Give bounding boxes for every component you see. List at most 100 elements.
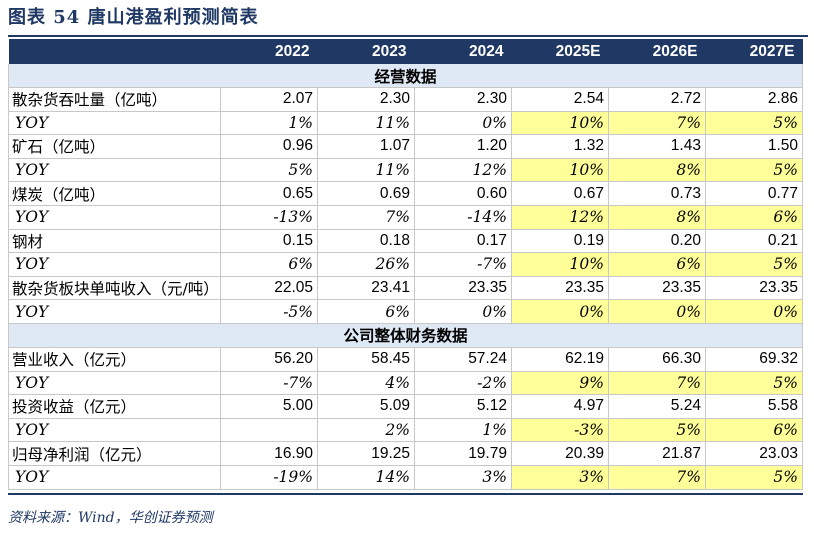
table-cell: 5% [704, 252, 804, 277]
table-row: 散杂货板块单吨收入（元/吨） 22.05 23.41 23.35 23.35 23.35 2… [7, 276, 804, 301]
table-cell: 7% [317, 205, 415, 230]
section-title: 经营数据 [8, 64, 803, 88]
table-cell: -7% [220, 371, 318, 396]
table-cell: 10% [510, 252, 609, 277]
table-cell: 5% [607, 418, 706, 443]
table-cell: 5.58 [704, 394, 804, 419]
table-row: 归母净利润（亿元） 16.90 19.25 19.79 20.39 21.87 23.03 [7, 441, 804, 466]
table-cell: 0% [510, 299, 609, 324]
table-cell: 57.24 [414, 347, 512, 372]
table-cell: 20.39 [510, 441, 609, 466]
table-cell: 0.19 [510, 229, 609, 254]
table-cell: 5.09 [317, 394, 415, 419]
row-label: 散杂货板块单吨收入（元/吨） [7, 276, 221, 301]
table-cell: 5.00 [220, 394, 318, 419]
table-cell: 5% [704, 371, 804, 396]
table-cell: 6% [704, 205, 804, 230]
table-cell [220, 418, 318, 443]
table-cell: 12% [510, 205, 609, 230]
table-body: 经营数据 散杂货吞吐量（亿吨） 2.07 2.30 2.30 2.54 2.72 2.86 YO… [7, 64, 804, 490]
table-cell: 0.18 [317, 229, 415, 254]
row-label: 矿石（亿吨） [7, 134, 221, 159]
row-label: YOY [7, 205, 221, 230]
row-label: 归母净利润（亿元） [7, 441, 221, 466]
yoy-row: YOY 6% 26% -7% 10% 6% 5% [7, 252, 804, 277]
table-cell: 2% [317, 418, 415, 443]
table-cell: 23.35 [510, 276, 609, 301]
table-cell: 9% [510, 371, 609, 396]
table-cell: 1.20 [414, 134, 512, 159]
row-label: YOY [7, 111, 221, 136]
table-cell: 1.32 [510, 134, 609, 159]
table-cell: 23.41 [317, 276, 415, 301]
table-cell: 0.73 [607, 181, 706, 206]
table-cell: 26% [317, 252, 415, 277]
table-cell: 12% [414, 158, 512, 183]
table-cell: 1% [220, 111, 318, 136]
title-divider [8, 35, 808, 37]
table-cell: -19% [220, 465, 318, 490]
table-cell: 0.96 [220, 134, 318, 159]
row-label: YOY [7, 371, 221, 396]
table-cell: 5.24 [607, 394, 706, 419]
table-cell: 3% [510, 465, 609, 490]
section-header-row: 公司整体财务数据 [8, 323, 803, 348]
row-label: YOY [7, 158, 221, 183]
column-header: 2025E [511, 39, 609, 64]
forecast-table: 2022 2023 2024 2025E 2026E 2027E 经营数据 散杂货… [7, 39, 804, 490]
section-title: 公司整体财务数据 [8, 323, 803, 348]
row-label: 散杂货吞吐量（亿吨） [7, 87, 221, 112]
table-row: 矿石（亿吨） 0.96 1.07 1.20 1.32 1.43 1.50 [7, 134, 804, 159]
table-cell: 58.45 [317, 347, 415, 372]
table-cell: 19.25 [317, 441, 415, 466]
column-header: 2022 [220, 39, 318, 64]
row-label: 钢材 [7, 229, 221, 254]
table-cell: 6% [704, 418, 804, 443]
table-cell: 66.30 [607, 347, 706, 372]
table-cell: 5% [704, 465, 804, 490]
table-cell: 0% [704, 299, 804, 324]
row-label: 煤炭（亿吨） [7, 181, 221, 206]
yoy-row: YOY -13% 7% -14% 12% 8% 6% [7, 205, 804, 230]
table-cell: 0.65 [220, 181, 318, 206]
table-row: 煤炭（亿吨） 0.65 0.69 0.60 0.67 0.73 0.77 [7, 181, 804, 206]
table-cell: 2.30 [317, 87, 415, 112]
table-cell: 62.19 [510, 347, 609, 372]
table-cell: 5% [704, 111, 804, 136]
table-cell: 10% [510, 158, 609, 183]
table-cell: 23.35 [607, 276, 706, 301]
table-cell: 0.67 [510, 181, 609, 206]
table-cell: 0.69 [317, 181, 415, 206]
table-cell: 11% [317, 158, 415, 183]
table-cell: 0.17 [414, 229, 512, 254]
table-cell: 19.79 [414, 441, 512, 466]
table-cell: -13% [220, 205, 318, 230]
table-cell: 8% [607, 158, 706, 183]
table-cell: -14% [414, 205, 512, 230]
table-cell: 0.60 [414, 181, 512, 206]
table-cell: 3% [414, 465, 512, 490]
table-cell: 23.35 [414, 276, 512, 301]
table-cell: 4% [317, 371, 415, 396]
table-cell: 1% [414, 418, 512, 443]
table-cell: 22.05 [220, 276, 318, 301]
row-label: YOY [7, 465, 221, 490]
table-cell: 6% [607, 252, 706, 277]
section-header-row: 经营数据 [8, 64, 803, 88]
table-cell: 5.12 [414, 394, 512, 419]
table-cell: 6% [220, 252, 318, 277]
table-cell: -5% [220, 299, 318, 324]
column-header: 2027E [705, 39, 803, 64]
table-cell: -3% [510, 418, 609, 443]
table-bottom-divider [8, 493, 803, 495]
row-label: YOY [7, 299, 221, 324]
yoy-row: YOY -7% 4% -2% 9% 7% 5% [7, 371, 804, 396]
table-cell: 0.20 [607, 229, 706, 254]
header-row: 2022 2023 2024 2025E 2026E 2027E [8, 39, 803, 64]
table-cell: 10% [510, 111, 609, 136]
page-title: 图表 54 唐山港盈利预测简表 [8, 7, 259, 28]
table-cell: 5% [704, 158, 804, 183]
table-cell: 2.86 [704, 87, 804, 112]
table-cell: 7% [607, 111, 706, 136]
table-cell: 0.15 [220, 229, 318, 254]
